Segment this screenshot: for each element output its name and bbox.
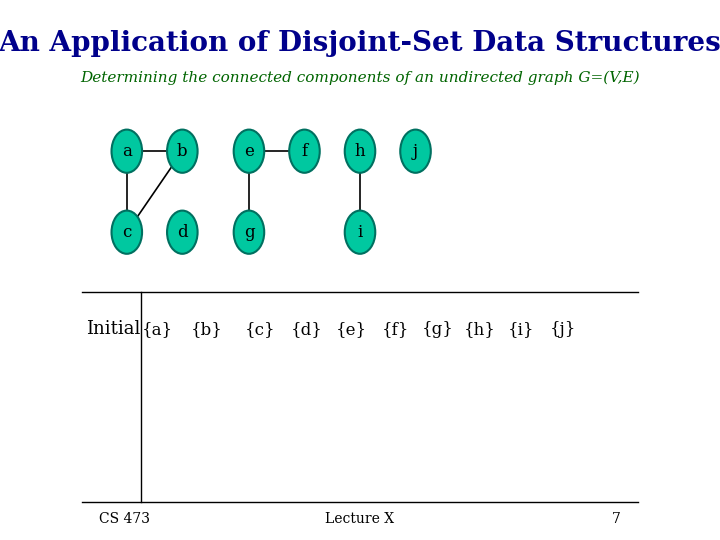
Ellipse shape (345, 130, 375, 173)
Text: Determining the connected components of an undirected graph G=(V,E): Determining the connected components of … (80, 71, 640, 85)
Text: {c}: {c} (245, 321, 275, 338)
Text: 7: 7 (612, 512, 621, 526)
Text: d: d (177, 224, 188, 241)
Text: g: g (243, 224, 254, 241)
Ellipse shape (112, 211, 142, 254)
Text: {e}: {e} (336, 321, 367, 338)
Text: CS 473: CS 473 (99, 512, 150, 526)
Text: b: b (177, 143, 188, 160)
Ellipse shape (167, 211, 197, 254)
Text: j: j (413, 143, 418, 160)
Text: {d}: {d} (292, 321, 323, 338)
Ellipse shape (289, 130, 320, 173)
Text: h: h (355, 143, 365, 160)
Text: {h}: {h} (464, 321, 495, 338)
Ellipse shape (400, 130, 431, 173)
Text: c: c (122, 224, 132, 241)
Text: {g}: {g} (422, 321, 454, 338)
Ellipse shape (234, 211, 264, 254)
Text: Lecture X: Lecture X (325, 512, 395, 526)
Text: An Application of Disjoint-Set Data Structures: An Application of Disjoint-Set Data Stru… (0, 30, 720, 57)
Text: {a}: {a} (142, 321, 173, 338)
Text: {i}: {i} (508, 321, 534, 338)
Text: {b}: {b} (192, 321, 223, 338)
Ellipse shape (167, 130, 197, 173)
Ellipse shape (112, 130, 142, 173)
Text: e: e (244, 143, 254, 160)
Text: {j}: {j} (549, 321, 576, 338)
Text: i: i (357, 224, 363, 241)
Ellipse shape (345, 211, 375, 254)
Text: a: a (122, 143, 132, 160)
Text: Initial: Initial (86, 320, 140, 339)
Ellipse shape (234, 130, 264, 173)
Text: f: f (302, 143, 307, 160)
Text: {f}: {f} (382, 321, 410, 338)
